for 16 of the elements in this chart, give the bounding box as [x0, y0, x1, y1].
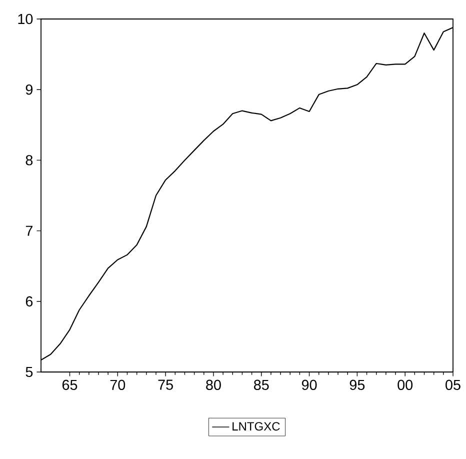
- y-tick-label: 9: [26, 84, 33, 95]
- y-tick-label: 6: [26, 296, 33, 306]
- x-tick-label: 95: [350, 380, 365, 390]
- x-tick-label: 00: [398, 380, 413, 390]
- x-tick-label: 85: [254, 380, 269, 390]
- x-tick-label: 80: [206, 380, 221, 390]
- y-tick-label: 7: [26, 226, 32, 236]
- x-tick-label: 65: [62, 380, 78, 390]
- x-tick-label: 70: [110, 380, 126, 390]
- x-tick-label: 75: [158, 380, 173, 390]
- x-tick-label: 90: [302, 380, 317, 390]
- y-tick-label: 8: [26, 155, 33, 166]
- y-tick-label: 10: [18, 14, 33, 24]
- legend-label: LNTGXC: [232, 422, 280, 431]
- y-tick-label: 5: [26, 366, 33, 378]
- x-tick-label: 05: [446, 380, 460, 390]
